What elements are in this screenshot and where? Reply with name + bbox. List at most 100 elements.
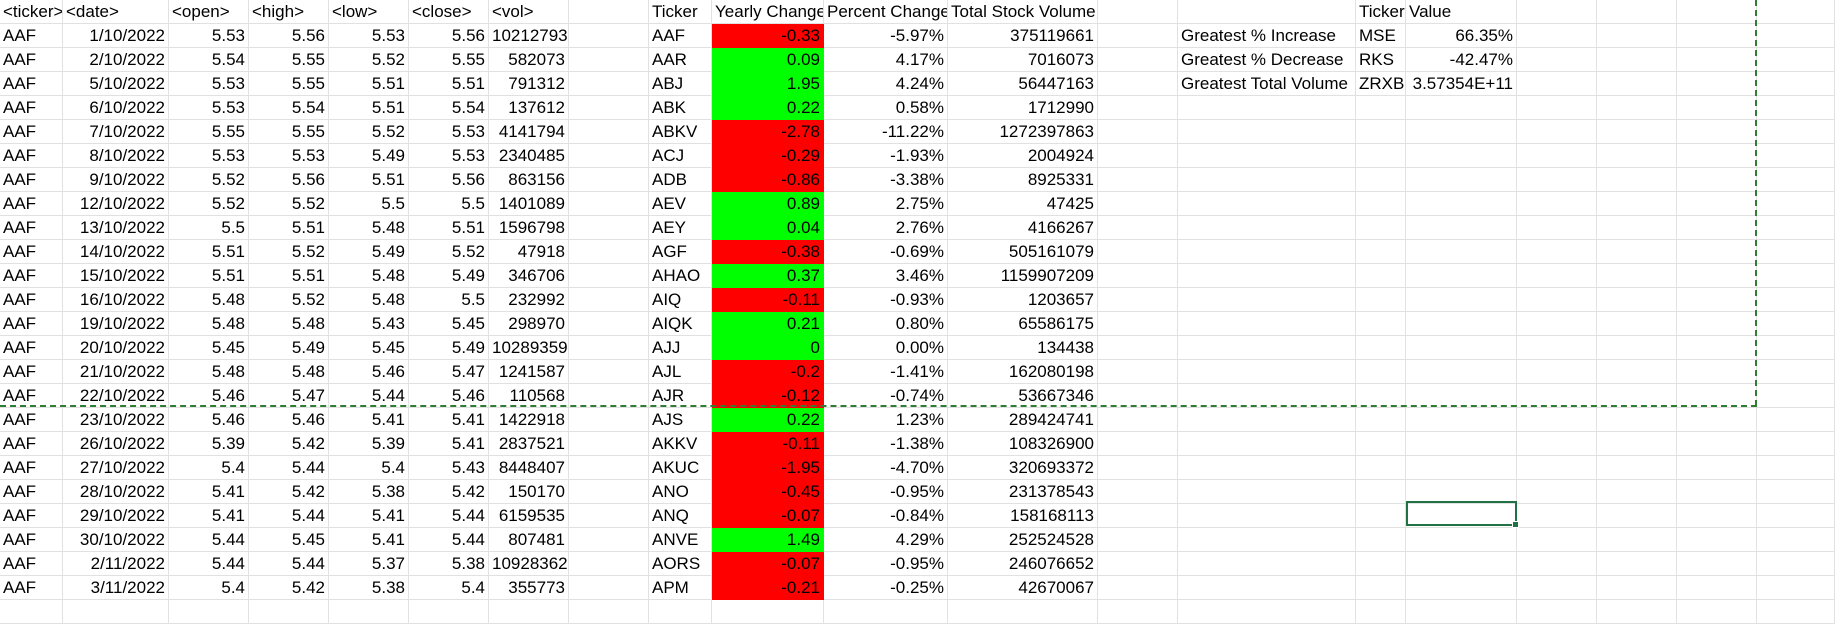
empty-cell[interactable] (1356, 576, 1406, 600)
empty-cell[interactable] (1406, 336, 1517, 360)
empty-cell[interactable] (1677, 528, 1757, 552)
empty-cell[interactable] (249, 600, 329, 624)
raw-date-cell[interactable]: 29/10/2022 (63, 504, 169, 528)
raw-value-cell[interactable]: 5.51 (169, 264, 249, 288)
raw-value-cell[interactable]: 5.56 (409, 24, 489, 48)
empty-cell[interactable] (1757, 600, 1835, 624)
empty-cell[interactable] (1178, 360, 1356, 384)
empty-cell[interactable] (1517, 480, 1597, 504)
raw-header-cell[interactable]: <close> (409, 0, 489, 24)
total-volume-cell[interactable]: 375119661 (948, 24, 1098, 48)
greatest-ticker-cell[interactable]: ZRXB (1356, 72, 1406, 96)
total-volume-cell[interactable]: 505161079 (948, 240, 1098, 264)
empty-cell[interactable] (569, 552, 649, 576)
empty-cell[interactable] (1356, 312, 1406, 336)
raw-date-cell[interactable]: 7/10/2022 (63, 120, 169, 144)
empty-cell[interactable] (1098, 600, 1178, 624)
raw-value-cell[interactable]: 5.51 (329, 96, 409, 120)
raw-value-cell[interactable]: 807481 (489, 528, 569, 552)
empty-cell[interactable] (948, 600, 1098, 624)
empty-cell[interactable] (1597, 168, 1677, 192)
total-volume-cell[interactable]: 4166267 (948, 216, 1098, 240)
empty-cell[interactable] (1517, 240, 1597, 264)
raw-value-cell[interactable]: 5.44 (329, 384, 409, 408)
empty-cell[interactable] (1517, 216, 1597, 240)
raw-value-cell[interactable]: 5.55 (249, 72, 329, 96)
summary-ticker-cell[interactable]: ABK (649, 96, 712, 120)
summary-ticker-cell[interactable]: ANVE (649, 528, 712, 552)
empty-cell[interactable] (1677, 288, 1757, 312)
total-volume-cell[interactable]: 134438 (948, 336, 1098, 360)
empty-cell[interactable] (569, 24, 649, 48)
empty-cell[interactable] (1356, 168, 1406, 192)
empty-cell[interactable] (1098, 552, 1178, 576)
yearly-change-cell[interactable]: 0.37 (712, 264, 824, 288)
empty-cell[interactable] (569, 48, 649, 72)
raw-date-cell[interactable]: 15/10/2022 (63, 264, 169, 288)
empty-cell[interactable] (1356, 456, 1406, 480)
raw-value-cell[interactable]: 5.48 (169, 360, 249, 384)
raw-ticker-cell[interactable]: AAF (0, 480, 63, 504)
yearly-change-cell[interactable]: -0.07 (712, 504, 824, 528)
empty-cell[interactable] (1098, 480, 1178, 504)
raw-date-cell[interactable]: 5/10/2022 (63, 72, 169, 96)
raw-value-cell[interactable]: 5.55 (409, 48, 489, 72)
empty-cell[interactable] (569, 0, 649, 24)
empty-cell[interactable] (1098, 384, 1178, 408)
raw-value-cell[interactable]: 5.37 (329, 552, 409, 576)
empty-cell[interactable] (1597, 96, 1677, 120)
greatest-value-cell[interactable]: 66.35% (1406, 24, 1517, 48)
summary-ticker-cell[interactable]: AKUC (649, 456, 712, 480)
raw-value-cell[interactable]: 5.5 (329, 192, 409, 216)
empty-cell[interactable] (1597, 312, 1677, 336)
empty-cell[interactable] (1597, 384, 1677, 408)
yearly-change-cell[interactable]: -0.2 (712, 360, 824, 384)
empty-cell[interactable] (569, 480, 649, 504)
empty-cell[interactable] (1356, 240, 1406, 264)
raw-value-cell[interactable]: 5.42 (249, 432, 329, 456)
yearly-change-cell[interactable]: 0 (712, 336, 824, 360)
summary-ticker-cell[interactable]: AJL (649, 360, 712, 384)
raw-value-cell[interactable]: 10928362 (489, 552, 569, 576)
empty-cell[interactable] (1677, 240, 1757, 264)
raw-value-cell[interactable]: 5.38 (329, 480, 409, 504)
empty-cell[interactable] (1406, 240, 1517, 264)
raw-value-cell[interactable]: 5.4 (329, 456, 409, 480)
yearly-change-cell[interactable]: -2.78 (712, 120, 824, 144)
empty-cell[interactable] (1757, 480, 1835, 504)
empty-cell[interactable] (1517, 24, 1597, 48)
empty-cell[interactable] (1406, 288, 1517, 312)
empty-cell[interactable] (1178, 216, 1356, 240)
total-volume-cell[interactable]: 231378543 (948, 480, 1098, 504)
empty-cell[interactable] (1098, 144, 1178, 168)
raw-ticker-cell[interactable]: AAF (0, 528, 63, 552)
empty-cell[interactable] (1098, 48, 1178, 72)
empty-cell[interactable] (1677, 72, 1757, 96)
empty-cell[interactable] (1677, 0, 1757, 24)
raw-date-cell[interactable]: 8/10/2022 (63, 144, 169, 168)
empty-cell[interactable] (1178, 528, 1356, 552)
empty-cell[interactable] (1356, 504, 1406, 528)
raw-date-cell[interactable]: 16/10/2022 (63, 288, 169, 312)
raw-value-cell[interactable]: 5.4 (409, 576, 489, 600)
raw-ticker-cell[interactable]: AAF (0, 192, 63, 216)
raw-date-cell[interactable]: 27/10/2022 (63, 456, 169, 480)
empty-cell[interactable] (1677, 600, 1757, 624)
empty-cell[interactable] (1098, 168, 1178, 192)
empty-cell[interactable] (1406, 96, 1517, 120)
total-volume-cell[interactable]: 53667346 (948, 384, 1098, 408)
empty-cell[interactable] (1757, 264, 1835, 288)
empty-cell[interactable] (1098, 120, 1178, 144)
summary-ticker-cell[interactable]: ACJ (649, 144, 712, 168)
raw-value-cell[interactable]: 5.47 (249, 384, 329, 408)
raw-value-cell[interactable]: 5.44 (409, 528, 489, 552)
summary-ticker-cell[interactable]: AEV (649, 192, 712, 216)
percent-change-cell[interactable]: -5.97% (824, 24, 948, 48)
empty-cell[interactable] (1517, 528, 1597, 552)
raw-value-cell[interactable]: 5.52 (329, 120, 409, 144)
raw-value-cell[interactable]: 5.44 (169, 528, 249, 552)
percent-change-cell[interactable]: 2.75% (824, 192, 948, 216)
raw-value-cell[interactable]: 5.49 (409, 264, 489, 288)
empty-cell[interactable] (569, 528, 649, 552)
empty-cell[interactable] (1757, 120, 1835, 144)
